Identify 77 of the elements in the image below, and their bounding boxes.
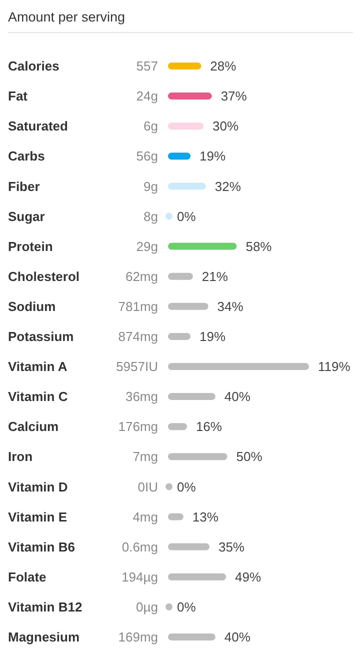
bar [168, 423, 187, 430]
y-tick-label: Vitamin A [8, 359, 68, 374]
bar [168, 242, 237, 250]
data-label: 49% [235, 569, 262, 584]
y-tick-label: Vitamin B6 [8, 539, 75, 554]
y-tick-label: Magnesium [8, 630, 80, 644]
bar [168, 332, 191, 340]
y-tick-label: Vitamin B12 [8, 599, 82, 614]
text: 0.6mg [122, 539, 158, 554]
data-label: 32% [214, 178, 242, 194]
bar [168, 272, 193, 280]
y-tick-label: Calories [8, 58, 60, 74]
y-tick-label: Protein [8, 238, 53, 254]
y-tick-label: Vitamin C [8, 389, 68, 404]
text: 4mg [132, 509, 158, 524]
bar [168, 453, 228, 460]
text: 9g [144, 178, 158, 194]
y-tick-label: Vitamin E [8, 509, 68, 524]
bar [168, 152, 191, 160]
text: 6g [144, 118, 158, 134]
text: 62mg [125, 268, 158, 284]
text: 5957IU [116, 359, 158, 374]
data-label: 16% [196, 419, 222, 434]
data-label: 13% [192, 509, 219, 524]
bar [168, 543, 210, 550]
y-tick-label: Sodium [8, 298, 56, 314]
y-tick-label: Vitamin D [8, 479, 68, 494]
bar [168, 182, 206, 190]
y-tick-label: Potassium [8, 329, 74, 344]
data-label: 0% [177, 599, 196, 614]
data-label: 119% [318, 359, 351, 374]
text: 0IU [138, 479, 158, 494]
y-tick-label: Iron [8, 449, 33, 464]
data-label: 28% [210, 58, 237, 74]
text: 0µg [136, 599, 158, 614]
data-label: 50% [236, 449, 263, 464]
y-tick-label: Sugar [8, 208, 45, 224]
data-label: 19% [200, 148, 226, 164]
text: 56g [136, 148, 158, 164]
text: 7mg [132, 449, 158, 464]
data-label: 37% [220, 88, 248, 104]
bar [168, 573, 226, 580]
text: 169mg [118, 630, 158, 644]
text: 8g [144, 208, 158, 224]
data-label: 58% [246, 238, 272, 254]
text: 194µg [122, 569, 158, 584]
data-label: 35% [218, 539, 245, 554]
data-label: 40% [224, 389, 251, 404]
data-label: 0% [177, 479, 196, 494]
text: 874mg [118, 329, 158, 344]
y-tick-label: Fiber [8, 178, 40, 194]
data-label: 0% [177, 208, 196, 224]
text: 24g [136, 88, 158, 104]
bar [168, 633, 216, 640]
text: 176mg [118, 419, 158, 434]
bar [168, 363, 309, 370]
chart-title: Amount per serving [8, 10, 126, 25]
y-tick-label: Carbs [8, 148, 45, 164]
data-label: 21% [202, 268, 228, 284]
y-tick-label: Saturated [8, 118, 68, 134]
text: 36mg [125, 389, 158, 404]
y-tick-label: Cholesterol [8, 268, 80, 284]
text: 781mg [118, 298, 158, 314]
bar [168, 302, 208, 310]
data-label: 34% [217, 298, 244, 314]
data-label: 30% [212, 118, 240, 134]
text: 29g [136, 238, 158, 254]
y-tick-label: Fat [8, 88, 28, 104]
bar [168, 62, 202, 70]
bar [168, 122, 204, 130]
y-tick-label: Folate [8, 569, 46, 584]
y-tick-label: Calcium [8, 419, 59, 434]
data-label: 19% [200, 329, 226, 344]
data-label: 40% [224, 630, 251, 644]
text: 557 [136, 58, 158, 74]
bar [168, 393, 216, 400]
bar [168, 92, 212, 100]
